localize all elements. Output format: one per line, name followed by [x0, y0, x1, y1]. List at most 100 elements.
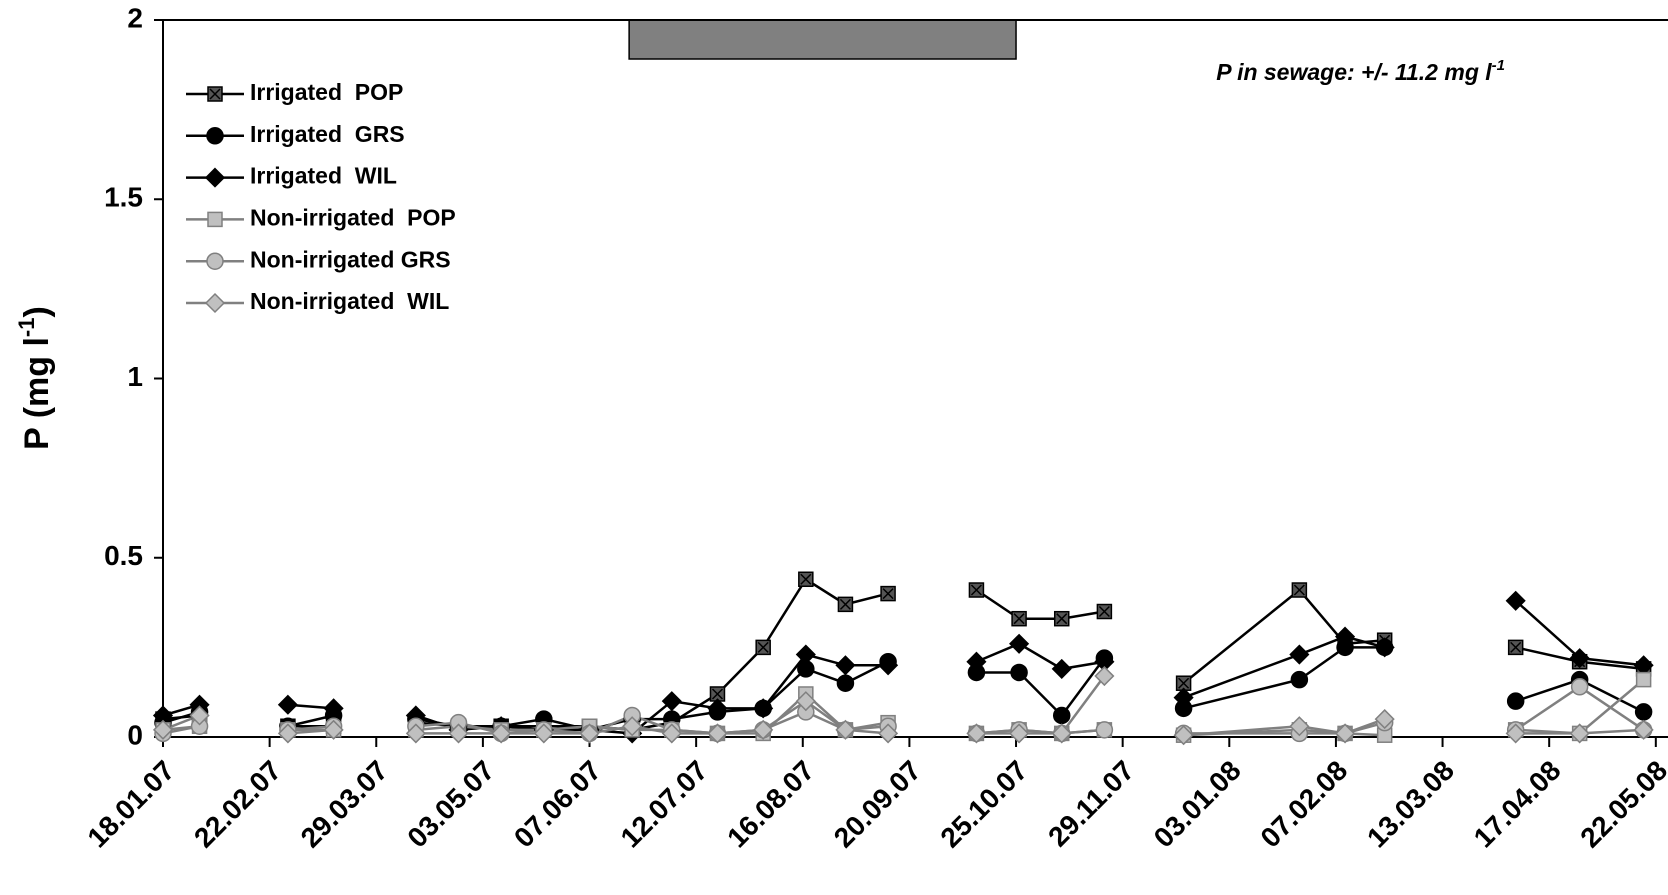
- x-tick-label: 07.06.07: [508, 755, 607, 854]
- data-point: [1051, 658, 1072, 679]
- data-point: [1569, 648, 1590, 669]
- data-point: [1374, 637, 1395, 658]
- marker-cross: [1013, 613, 1025, 625]
- y-axis-title: P (mg l-1): [14, 306, 56, 450]
- marker-cross: [711, 688, 724, 700]
- data-point: [966, 723, 987, 744]
- data-point: [1009, 723, 1030, 744]
- series-line: [162, 646, 1645, 732]
- data-point: [1374, 709, 1395, 730]
- data-point: [1051, 723, 1072, 744]
- data-point: [1290, 670, 1309, 689]
- data-point: [277, 694, 298, 715]
- data-point: [1633, 719, 1654, 740]
- annotation: P in sewage: +/- 11.2 mg l-1: [1216, 57, 1505, 85]
- x-tick-label: 25.10.07: [935, 755, 1034, 854]
- y-tick-label: 0: [127, 719, 143, 750]
- x-tick-label: 22.02.07: [188, 755, 287, 854]
- x-tick-label: 20.09.07: [828, 755, 927, 854]
- data-point: [835, 719, 856, 740]
- data-point: [1173, 687, 1194, 708]
- data-point: [533, 723, 554, 744]
- x-tick-label: 12.07.07: [615, 755, 714, 854]
- x-tick-label: 18.01.07: [81, 755, 180, 854]
- legend-marker: [204, 167, 226, 188]
- data-point: [836, 674, 855, 692]
- marker-cross: [1293, 584, 1305, 596]
- annotation-sup: -1: [1492, 57, 1505, 74]
- y-tick-label: 1.5: [104, 182, 143, 213]
- shaded-period: [628, 19, 1017, 60]
- x-tick-label: 03.05.07: [401, 755, 500, 854]
- data-point: [707, 723, 728, 744]
- x-tick-label: 16.08.07: [721, 755, 820, 854]
- marker-cross: [1510, 641, 1522, 653]
- annotation-text: P in sewage: +/- 11.2 mg l: [1216, 59, 1492, 85]
- data-point: [405, 723, 426, 744]
- series-line: [162, 577, 1644, 732]
- data-point: [1335, 723, 1356, 744]
- data-point: [1635, 671, 1652, 688]
- data-point: [1505, 590, 1526, 611]
- x-tick-label: 29.03.07: [295, 755, 394, 854]
- marker-cross: [882, 588, 894, 600]
- data-point: [1569, 723, 1590, 744]
- data-point: [448, 723, 469, 744]
- legend-label: Irrigated WIL: [250, 163, 397, 189]
- data-point: [707, 698, 728, 719]
- data-point: [661, 691, 682, 712]
- y-label-sup: -1: [14, 318, 39, 338]
- data-point: [753, 719, 774, 740]
- legend-marker: [206, 127, 224, 145]
- x-tick-label: 17.04.08: [1468, 755, 1567, 854]
- data-point: [1505, 723, 1526, 744]
- data-point: [323, 719, 344, 740]
- data-point: [622, 716, 643, 737]
- series-line: [162, 599, 1644, 735]
- data-point: [795, 691, 816, 712]
- data-point: [1052, 706, 1071, 725]
- marker-cross: [757, 641, 769, 653]
- legend-label: Non-irrigated GRS: [250, 246, 451, 272]
- legend-label: Irrigated POP: [250, 79, 403, 105]
- x-tick-label: 03.01.08: [1148, 755, 1247, 854]
- legend-label: Irrigated GRS: [250, 121, 405, 147]
- legend-label: Non-irrigated POP: [250, 204, 456, 230]
- data-point: [1634, 703, 1653, 721]
- marker-cross: [800, 573, 812, 585]
- marker-cross: [1056, 613, 1068, 625]
- data-point: [1506, 692, 1525, 710]
- y-label-end: ): [18, 306, 56, 317]
- data-point: [753, 698, 774, 719]
- data-point: [795, 644, 816, 665]
- x-tick-label: 13.03.08: [1361, 755, 1460, 854]
- data-point: [1094, 665, 1115, 687]
- data-point: [1010, 663, 1028, 682]
- series-line: [162, 678, 1645, 737]
- data-point: [579, 723, 600, 744]
- data-point: [1009, 633, 1030, 654]
- marker-cross: [209, 88, 221, 100]
- data-point: [152, 719, 174, 740]
- y-label-text: P (mg l: [18, 337, 56, 450]
- data-point: [323, 698, 344, 719]
- data-point: [491, 723, 512, 744]
- data-point: [878, 655, 899, 676]
- legend-marker: [206, 252, 224, 270]
- data-point: [189, 705, 210, 726]
- series-line: [162, 685, 1645, 735]
- data-point: [1289, 716, 1310, 737]
- marker-cross: [970, 584, 982, 596]
- y-tick-label: 2: [127, 2, 143, 33]
- marker-cross: [1178, 677, 1190, 689]
- data-point: [1289, 644, 1310, 665]
- legend-marker: [207, 211, 223, 228]
- x-tick-label: 07.02.08: [1254, 755, 1353, 854]
- marker-cross: [1098, 605, 1110, 618]
- data-point: [878, 723, 899, 744]
- y-tick-label: 0.5: [104, 540, 143, 571]
- y-tick-label: 1: [127, 361, 143, 392]
- data-point: [1173, 725, 1194, 746]
- data-point: [1095, 721, 1114, 739]
